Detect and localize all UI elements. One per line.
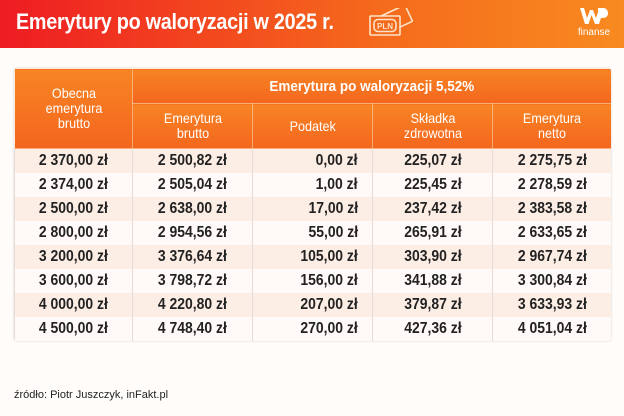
cell-current-gross: 4 500,00 zł — [14, 317, 133, 341]
cell-gross-pension: 2 638,00 zł — [132, 197, 253, 221]
cell-current-gross: 3 200,00 zł — [14, 245, 133, 269]
header-gross-pension: Emerytura brutto — [132, 103, 253, 149]
cell-gross-pension: 2 500,82 zł — [132, 148, 253, 173]
header-tax: Podatek — [252, 103, 373, 149]
cell-health: 265,91 zł — [372, 221, 493, 245]
svg-text:PLN: PLN — [377, 22, 393, 31]
wp-logo-icon — [580, 8, 608, 24]
pension-table: Obecna emerytura brutto Emerytura po wal… — [14, 68, 611, 341]
cell-tax: 270,00 zł — [252, 317, 373, 341]
cell-net-pension: 2 633,65 zł — [491, 221, 611, 245]
cell-tax: 0,00 zł — [252, 148, 373, 173]
header-health-contribution: Składka zdrowotna — [372, 103, 493, 149]
cell-gross-pension: 4 748,40 zł — [132, 317, 253, 341]
header-group-valorization: Emerytura po waloryzacji 5,52% — [131, 68, 611, 104]
cell-health: 225,07 zł — [372, 148, 493, 173]
cell-current-gross: 2 800,00 zł — [14, 221, 133, 245]
cell-tax: 207,00 zł — [252, 293, 373, 317]
cell-tax: 17,00 zł — [252, 197, 373, 221]
cell-tax: 105,00 zł — [252, 245, 373, 269]
table-row: 4 000,00 zł 4 220,80 zł 207,00 zł 379,87… — [14, 293, 611, 317]
header-net-pension: Emerytura netto — [491, 103, 611, 149]
cell-current-gross: 3 600,00 zł — [14, 269, 133, 293]
cell-gross-pension: 4 220,80 zł — [132, 293, 253, 317]
header-current-gross: Obecna emerytura brutto — [14, 68, 133, 149]
cell-health: 237,42 zł — [372, 197, 493, 221]
cell-current-gross: 2 374,00 zł — [14, 173, 133, 197]
cell-current-gross: 2 370,00 zł — [14, 148, 133, 173]
cell-gross-pension: 3 376,64 zł — [132, 245, 253, 269]
cell-net-pension: 3 300,84 zł — [491, 269, 611, 293]
title-banner: Emerytury po waloryzacji w 2025 r. PLN f… — [0, 0, 624, 48]
table-row: 3 600,00 zł 3 798,72 zł 156,00 zł 341,88… — [14, 269, 611, 293]
banknote-pln-icon: PLN — [368, 4, 416, 40]
cell-current-gross: 4 000,00 zł — [14, 293, 133, 317]
cell-health: 379,87 zł — [372, 293, 493, 317]
table-row: 2 370,00 zł 2 500,82 zł 0,00 zł 225,07 z… — [14, 148, 611, 173]
table-row: 4 500,00 zł 4 748,40 zł 270,00 zł 427,36… — [14, 317, 611, 341]
cell-net-pension: 2 967,74 zł — [491, 245, 611, 269]
cell-tax: 156,00 zł — [252, 269, 373, 293]
cell-net-pension: 4 051,04 zł — [491, 317, 611, 341]
wp-finanse-logo: finanse — [572, 6, 616, 44]
cell-net-pension: 2 278,59 zł — [491, 173, 611, 197]
cell-gross-pension: 2 954,56 zł — [132, 221, 253, 245]
cell-health: 303,90 zł — [372, 245, 493, 269]
cell-current-gross: 2 500,00 zł — [14, 197, 133, 221]
cell-net-pension: 2 383,58 zł — [491, 197, 611, 221]
cell-health: 341,88 zł — [372, 269, 493, 293]
source-note: źródło: Piotr Juszczyk, inFakt.pl — [14, 389, 169, 401]
cell-gross-pension: 2 505,04 zł — [132, 173, 253, 197]
table-row: 2 500,00 zł 2 638,00 zł 17,00 zł 237,42 … — [14, 197, 611, 221]
page-title: Emerytury po waloryzacji w 2025 r. — [16, 9, 334, 34]
table-row: 2 800,00 zł 2 954,56 zł 55,00 zł 265,91 … — [14, 221, 611, 245]
cell-health: 225,45 zł — [372, 173, 493, 197]
cell-gross-pension: 3 798,72 zł — [132, 269, 253, 293]
logo-subtitle: finanse — [577, 27, 611, 38]
table-row: 3 200,00 zł 3 376,64 zł 105,00 zł 303,90… — [14, 245, 611, 269]
cell-health: 427,36 zł — [372, 317, 493, 341]
cell-net-pension: 2 275,75 zł — [491, 148, 611, 173]
table-row: 2 374,00 zł 2 505,04 zł 1,00 zł 225,45 z… — [14, 173, 611, 197]
cell-tax: 55,00 zł — [252, 221, 373, 245]
cell-tax: 1,00 zł — [252, 173, 373, 197]
cell-net-pension: 3 633,93 zł — [491, 293, 611, 317]
